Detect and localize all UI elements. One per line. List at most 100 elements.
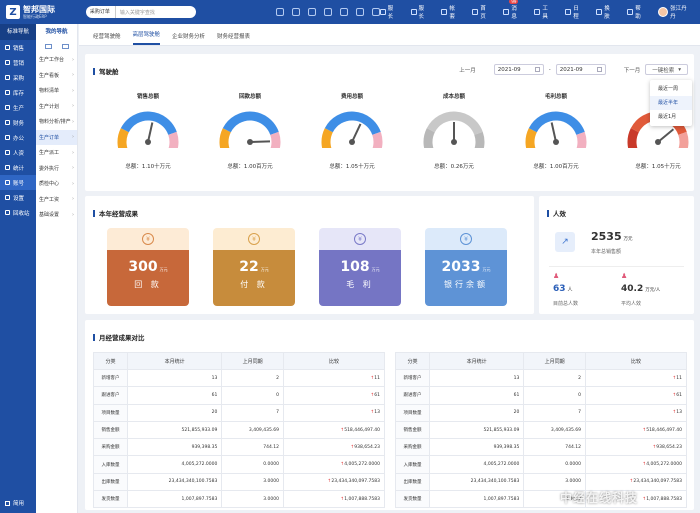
comparison-value: 11 — [374, 375, 380, 381]
primary-nav-item[interactable]: 库存 — [0, 85, 36, 100]
secondary-nav-item[interactable]: 物料分析/排产 › — [36, 114, 77, 130]
secondary-nav-item[interactable]: 生产工资 › — [36, 192, 77, 208]
top-menu-item[interactable]: 帮助 — [627, 4, 646, 20]
previous-month-value: 2 — [523, 368, 586, 388]
result-card[interactable]: ¥108 万元毛 利 — [319, 228, 401, 306]
search-input[interactable]: 输入关键字查找 — [119, 9, 155, 16]
global-search[interactable]: 采购订单 输入关键字查找 — [85, 6, 196, 18]
list-view-icon[interactable] — [61, 43, 69, 49]
result-card[interactable]: ¥22 万元付 款 — [213, 228, 295, 306]
dropdown-option[interactable]: 最近1月 — [658, 114, 677, 120]
shortcut-icon[interactable] — [371, 8, 380, 16]
dropdown-option[interactable]: 最近一周 — [658, 86, 679, 92]
card-label: 银行余额 — [444, 280, 488, 289]
previous-month-value: 744.12 — [221, 438, 284, 457]
table-header: 分类 — [93, 352, 128, 370]
comparison-value: 23,434,340,097.7583 — [633, 479, 682, 485]
top-menu-item[interactable]: 首页 — [472, 4, 491, 20]
primary-nav-item[interactable]: 账号 — [0, 175, 36, 190]
primary-nav-item[interactable]: 财务 — [0, 115, 36, 130]
secondary-nav-item[interactable]: 生产计划 › — [36, 99, 77, 115]
primary-nav-item[interactable]: 营销 — [0, 55, 36, 70]
chevron-right-icon: › — [72, 149, 74, 156]
card-value-row: 2033 万元 — [425, 259, 507, 275]
top-menu-item[interactable]: 日程 — [565, 4, 584, 20]
secondary-nav-item[interactable]: 委外执行 › — [36, 161, 77, 177]
current-month-value: 1,007,897.7583 — [428, 490, 525, 509]
secondary-nav-item[interactable]: 基础设置 › — [36, 207, 77, 223]
next-month-button[interactable]: 下一月 — [623, 67, 641, 74]
comparison-value: 938,654.23 — [354, 444, 380, 450]
top-menu: 服长 服长 帐套 首页 99 消息 工具 日程 换肤 帮助 张江丹丹 — [379, 0, 700, 20]
simple-mode-toggle[interactable]: 简用 — [5, 499, 24, 507]
tab-business-cockpit[interactable]: 经营驾驶舱 — [93, 34, 121, 40]
date-from-picker[interactable]: 2021-09 — [493, 64, 544, 75]
secondary-nav-item[interactable]: 生产看板 › — [36, 68, 77, 84]
comparison-value: 1,007,888.7583 — [344, 496, 380, 502]
primary-nav-item[interactable]: 销售 — [0, 40, 36, 55]
dropdown-option[interactable]: 最近半年 — [650, 96, 692, 110]
logo-mark: Z — [6, 5, 20, 19]
card-value-row: 108 万元 — [319, 259, 401, 275]
brand-logo[interactable]: Z 智邦国际 智能行政ERP — [0, 5, 72, 19]
secondary-nav-item[interactable]: 生产订单 › — [36, 129, 77, 145]
table-row: 项目数量 20 7 ↑13 — [395, 403, 688, 422]
secondary-nav-item[interactable]: 物料清单 › — [36, 83, 77, 99]
shortcut-icon[interactable] — [339, 8, 348, 16]
shortcut-icon[interactable] — [291, 8, 300, 16]
gauge-title: 毛利总额 — [544, 94, 567, 100]
grid-view-icon[interactable] — [44, 43, 52, 49]
top-menu-item[interactable]: 换肤 — [596, 4, 615, 20]
search-scope-select[interactable]: 采购订单 — [86, 6, 116, 18]
title-bar — [547, 209, 549, 217]
shortcut-icon[interactable] — [275, 8, 284, 16]
gauge-needle — [351, 123, 362, 143]
date-to-picker[interactable]: 2021-09 — [555, 64, 606, 75]
user-menu[interactable]: 张江丹丹 — [658, 4, 692, 20]
gauge-hub — [451, 139, 457, 145]
top-menu-item[interactable]: 服长 — [410, 4, 430, 20]
primary-nav-item[interactable]: 办公 — [0, 130, 36, 145]
message-badge: 99 — [509, 0, 519, 4]
primary-nav-item[interactable]: 设置 — [0, 190, 36, 205]
card-value: 22 — [239, 259, 259, 275]
tab-executive-cockpit[interactable]: 高层驾驶舱 — [132, 30, 161, 45]
nav-icon — [5, 135, 10, 140]
skin-icon — [596, 9, 603, 15]
nav-icon — [5, 75, 10, 80]
secondary-nav-item[interactable]: 生产派工 › — [36, 145, 77, 161]
secondary-nav-item[interactable]: 质检中心 › — [36, 176, 77, 192]
primary-nav-item[interactable]: 采购 — [0, 70, 36, 85]
monthly-comparison-panel: 月经营成果对比 分类 本月统计 上月同期 比较 新增客户 13 2 ↑11 跟进客户 61 0 ↑61… — [85, 320, 694, 510]
shortcut-icon[interactable] — [355, 8, 364, 16]
primary-nav-item[interactable]: 生产 — [0, 100, 36, 115]
tab-financial-analysis[interactable]: 企业财务分析 — [172, 34, 206, 40]
cockpit-panel: 驾驶舱 上一月 2021-09 - 2021-09 下一月 一键检索 ▾ 销售总额… — [85, 54, 694, 191]
comparison-cell: ↑1,007,888.7583 — [282, 490, 386, 509]
efficiency-title: 人效 — [547, 208, 566, 218]
trend-arrow-icon: ↑ — [672, 375, 677, 381]
primary-nav-item[interactable]: 回收站 — [0, 205, 36, 220]
primary-nav: 标准导航 销售 营销 采购 库存 生产 财务 办公 人资 统计 账号 设置 回收… — [0, 24, 36, 513]
shortcut-icon[interactable] — [323, 8, 332, 16]
card-top: ¥ — [107, 228, 189, 250]
top-menu-item[interactable]: 99 消息 — [503, 0, 522, 20]
result-card[interactable]: ¥2033 万元 银行余额 — [425, 228, 507, 306]
secondary-nav-item[interactable]: 生产工作台 › — [36, 52, 77, 68]
comparison-cell: ↑23,434,340,097.7583 — [584, 472, 688, 492]
result-card[interactable]: ¥300 万元回 款 — [107, 228, 189, 306]
quick-icons — [275, 8, 380, 16]
tab-financial-report[interactable]: 财务经营报表 — [217, 34, 251, 40]
quick-search-select[interactable]: 一键检索 ▾ — [645, 64, 688, 75]
shortcut-icon[interactable] — [307, 8, 316, 16]
top-menu-item[interactable]: 服长 — [379, 4, 399, 20]
nav-label: 生产看板 — [39, 72, 60, 79]
primary-nav-item[interactable]: 统计 — [0, 160, 36, 175]
prev-month-button[interactable]: 上一月 — [459, 67, 476, 74]
chevron-right-icon: › — [72, 134, 74, 141]
top-menu-item[interactable]: 帐套 — [441, 4, 460, 20]
top-menu-item[interactable]: 工具 — [534, 4, 553, 20]
top-menu-label: 帐套 — [449, 6, 455, 20]
chevron-right-icon: › — [72, 165, 74, 172]
primary-nav-item[interactable]: 人资 — [0, 145, 36, 160]
